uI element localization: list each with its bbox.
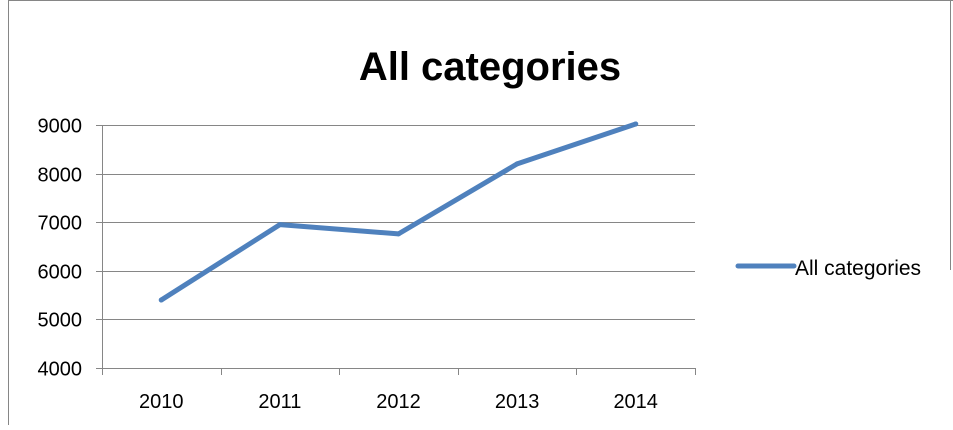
series-line-0	[158, 121, 639, 303]
x-tick-label: 2012	[376, 391, 421, 413]
axis-layer: 4000 5000 6000 7000 8000 9000 2010 2011 2012 2013…	[38, 116, 696, 413]
y-tick-label: 9000	[38, 116, 83, 138]
data-point	[633, 121, 639, 127]
y-tick-label: 6000	[38, 262, 83, 284]
y-tick-label: 4000	[38, 359, 83, 381]
y-tick-label: 5000	[38, 310, 83, 332]
x-tick-label: 2010	[139, 391, 184, 413]
x-tick-label: 2014	[613, 391, 658, 413]
data-point	[158, 297, 164, 303]
y-tick-label: 8000	[38, 165, 83, 187]
legend-label: All categories	[795, 257, 921, 280]
y-tick-label: 7000	[38, 213, 83, 235]
x-tick-label: 2013	[495, 391, 540, 413]
series-layer	[158, 121, 639, 303]
grid-layer	[102, 125, 695, 320]
data-point	[396, 231, 401, 237]
data-point	[514, 161, 520, 167]
data-point	[277, 222, 283, 228]
x-tick-label: 2011	[258, 391, 301, 413]
legend: All categories	[735, 257, 921, 280]
chart-title: All categories	[359, 45, 621, 89]
